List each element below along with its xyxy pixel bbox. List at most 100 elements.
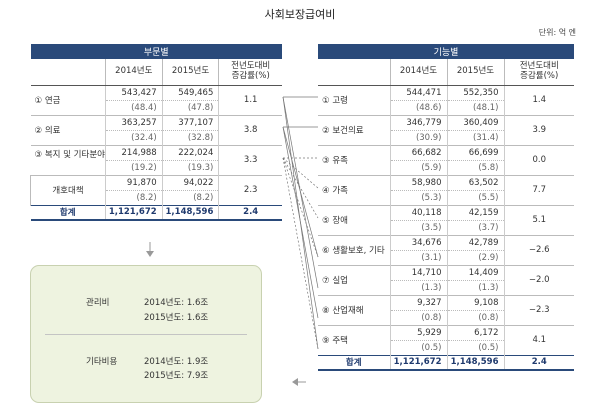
- cell-pct-2014: (48.6): [389, 99, 447, 115]
- sector-band: 부문별: [30, 44, 282, 59]
- cell-2014: 544,471: [389, 84, 447, 100]
- cell-2014: 66,682: [389, 144, 447, 160]
- total-2015: 1,148,596: [161, 204, 219, 221]
- row-label: ⑦ 실업: [318, 264, 390, 295]
- cell-2014: 363,257: [104, 114, 163, 130]
- cell-rate: 1.4: [503, 84, 574, 115]
- connector-line-dotted: [282, 157, 319, 189]
- row-label: ③ 복지 및 기타분야: [30, 144, 106, 160]
- cell-pct-2015: (32.8): [161, 129, 219, 145]
- cell-pct-2014: (48.4): [104, 99, 163, 115]
- cell-pct-2015: (5.8): [446, 159, 504, 175]
- cell-2014: 346,779: [389, 114, 447, 130]
- down-arrow-icon: [146, 242, 154, 257]
- row-label-sub: 개호대책: [30, 174, 106, 205]
- total-2015: 1,148,596: [446, 354, 504, 371]
- cell-2014: 543,427: [104, 84, 163, 100]
- cell-2015: 6,172: [446, 324, 504, 340]
- other-cost-label: 기타비용: [86, 357, 118, 367]
- cell-2015: 14,409: [446, 264, 504, 280]
- total-label: 합계: [30, 204, 106, 221]
- page-title: 사회보장급여비: [264, 8, 336, 21]
- cell-2015: 9,108: [446, 294, 504, 310]
- cell-2014: 5,929: [389, 324, 447, 340]
- cell-pct-2014: (5.9): [389, 159, 447, 175]
- header-2014: 2014년도: [389, 59, 447, 86]
- cell-rate: 5.1: [503, 204, 574, 235]
- row-label: ① 연금: [30, 84, 106, 115]
- cell-pct-2015: (2.9): [446, 249, 504, 265]
- row-label: ② 의료: [30, 114, 106, 145]
- cell-2015: 66,699: [446, 144, 504, 160]
- cell-2014: 9,327: [389, 294, 447, 310]
- other-cost-2015: 2015년도: 7.9조: [144, 371, 209, 381]
- total-rate: 2.4: [503, 354, 574, 371]
- cell-2014: 14,710: [389, 264, 447, 280]
- cell-2015: 222,024: [161, 144, 219, 160]
- function-table: 기능별 2014년도 2015년도 전년도대비 증감률(%) ① 고령 544,4…: [318, 44, 574, 371]
- cell-pct-2015: (3.7): [446, 219, 504, 235]
- cell-2015: 42,789: [446, 234, 504, 250]
- cell-pct-2014: (32.4): [104, 129, 163, 145]
- admin-cost-2015: 2015년도: 1.6조: [144, 313, 209, 323]
- cell-2015: 63,502: [446, 174, 504, 190]
- cell-pct-2015: (0.8): [446, 309, 504, 325]
- cell-2015: 377,107: [161, 114, 219, 130]
- connector-line: [282, 126, 319, 258]
- divider: [45, 334, 247, 335]
- cell-rate: −2.6: [503, 234, 574, 265]
- cell-pct-2015: (1.3): [446, 279, 504, 295]
- other-cost-2014: 2014년도: 1.9조: [144, 357, 209, 367]
- cell-rate: 2.3: [218, 174, 282, 205]
- cell-2015: 360,409: [446, 114, 504, 130]
- header-2015: 2015년도: [446, 59, 504, 86]
- cell-pct-2014: (5.3): [389, 189, 447, 205]
- row-label: ② 보건의료: [318, 114, 390, 145]
- total-label: 합계: [318, 354, 390, 371]
- cell-2014: 40,118: [389, 204, 447, 220]
- cell-2014: 58,980: [389, 174, 447, 190]
- unit-label: 단위: 억 엔: [538, 28, 576, 37]
- left-arrow-icon: [292, 378, 306, 386]
- connector-line-dotted: [282, 157, 319, 219]
- cell-2015: 42,159: [446, 204, 504, 220]
- cell-pct-2015: (19.3): [161, 159, 219, 175]
- cell-rate: 3.9: [503, 114, 574, 145]
- cell-pct-2015: (0.5): [446, 339, 504, 355]
- row-label: ① 고령: [318, 84, 390, 115]
- cell-pct-2015: (31.4): [446, 129, 504, 145]
- cell-rate: 0.0: [503, 144, 574, 175]
- cell-2014: 91,870: [104, 174, 163, 190]
- cell-pct-2015: (5.5): [446, 189, 504, 205]
- cell-pct-2014: (3.5): [389, 219, 447, 235]
- header-2014: 2014년도: [104, 59, 163, 86]
- connector-line-dotted: [282, 157, 319, 258]
- cell-pct-2014: (8.2): [104, 189, 163, 205]
- cell-pct-2015: (47.8): [161, 99, 219, 115]
- cell-pct-2014: (30.9): [389, 129, 447, 145]
- cell-rate: 3.3: [218, 144, 282, 175]
- cell-pct-2014: (3.1): [389, 249, 447, 265]
- cell-rate: 4.1: [503, 324, 574, 355]
- row-label: ⑤ 장애: [318, 204, 390, 235]
- cell-rate: 3.8: [218, 114, 282, 145]
- total-2014: 1,121,672: [104, 204, 163, 221]
- header-rate: 전년도대비 증감률(%): [218, 59, 282, 86]
- admin-cost-2014: 2014년도: 1.6조: [144, 298, 209, 308]
- header-2015: 2015년도: [161, 59, 219, 86]
- cell-2014: 214,988: [104, 144, 163, 160]
- function-band: 기능별: [318, 44, 574, 59]
- overhead-note-box: 관리비 2014년도: 1.6조 2015년도: 1.6조 기타비용 2014년…: [30, 265, 262, 403]
- connector-line: [282, 96, 319, 350]
- cell-rate: −2.0: [503, 264, 574, 295]
- connector-line-dotted: [282, 157, 319, 350]
- cell-2015: 94,022: [161, 174, 219, 190]
- admin-cost-label: 관리비: [86, 298, 110, 308]
- row-label: ③ 유족: [318, 144, 390, 175]
- cell-rate: 7.7: [503, 174, 574, 205]
- row-label: ④ 가족: [318, 174, 390, 205]
- total-2014: 1,121,672: [389, 354, 447, 371]
- cell-2015: 549,465: [161, 84, 219, 100]
- row-label: ⑥ 생활보호, 기타: [318, 234, 390, 265]
